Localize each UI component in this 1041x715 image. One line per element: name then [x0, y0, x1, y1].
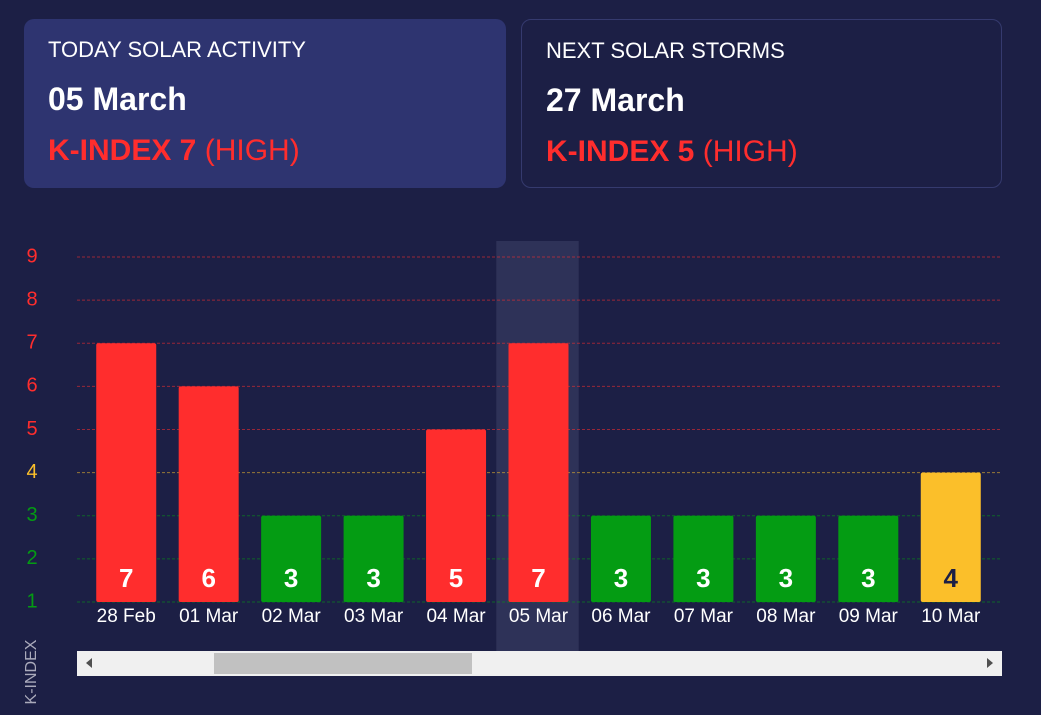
x-tick-label: 28 Feb [97, 606, 156, 627]
card-heading: TODAY SOLAR ACTIVITY [48, 37, 306, 62]
y-tick-label: 4 [26, 461, 37, 483]
value-label: 5 [449, 563, 463, 593]
value-label: 3 [366, 563, 380, 593]
value-label: 7 [531, 563, 545, 593]
x-tick-label: 10 Mar [921, 606, 981, 627]
y-tick-label: 2 [26, 547, 37, 569]
value-label: 3 [696, 563, 710, 593]
card: TODAY SOLAR ACTIVITY 05 March K-INDEX 7 … [24, 19, 506, 188]
scroll-thumb[interactable] [214, 653, 472, 674]
bar [590, 515, 651, 602]
bar [96, 343, 157, 602]
y-tick-label: 1 [26, 590, 37, 612]
index: K-INDEX 5 [546, 135, 695, 168]
bar [673, 515, 734, 602]
x-tick-label: 03 Mar [344, 606, 404, 627]
x-tick-label: 04 Mar [426, 606, 486, 627]
bar [261, 515, 322, 602]
x-tick-label: 05 Mar [509, 606, 569, 627]
card-index: K-INDEX 5 (HIGH) [546, 135, 977, 169]
level: (HIGH) [702, 135, 798, 168]
bar [426, 429, 487, 602]
bar [508, 343, 569, 602]
level: (HIGH) [204, 134, 300, 167]
bar [178, 386, 239, 602]
bar [755, 515, 816, 602]
y-tick-label: 5 [26, 418, 37, 440]
card-heading: NEXT SOLAR STORMS [546, 38, 785, 63]
value-label: 3 [614, 563, 628, 593]
x-tick-label: 06 Mar [591, 606, 651, 627]
x-tick-label: 02 Mar [262, 606, 322, 627]
card-index: K-INDEX 7 (HIGH) [48, 134, 482, 168]
y-tick-label: 3 [26, 504, 37, 526]
bar [838, 515, 899, 602]
x-tick-label: 07 Mar [674, 606, 734, 627]
card-date: 27 March [546, 82, 685, 118]
scroll-left[interactable] [86, 658, 92, 668]
y-tick-label: 9 [26, 245, 37, 267]
bar [343, 515, 404, 602]
value-label: 3 [284, 563, 298, 593]
value-label: 4 [944, 563, 959, 593]
card: NEXT SOLAR STORMS 27 March K-INDEX 5 (HI… [521, 19, 1002, 188]
value-label: 7 [119, 563, 133, 593]
y-tick-label: 6 [26, 375, 37, 397]
value-label: 3 [861, 563, 875, 593]
y-tick-label: 7 [26, 332, 37, 354]
index: K-INDEX 7 [48, 134, 197, 167]
scroll-right[interactable] [987, 658, 993, 668]
bar [920, 472, 981, 602]
y-tick-label: 8 [26, 288, 37, 310]
value-label: 3 [779, 563, 793, 593]
x-tick-label: 08 Mar [756, 606, 816, 627]
x-tick-label: 09 Mar [839, 606, 899, 627]
y-axis-label: K-INDEX [23, 639, 40, 704]
value-label: 6 [201, 563, 215, 593]
x-tick-label: 01 Mar [179, 606, 239, 627]
card-date: 05 March [48, 81, 187, 117]
